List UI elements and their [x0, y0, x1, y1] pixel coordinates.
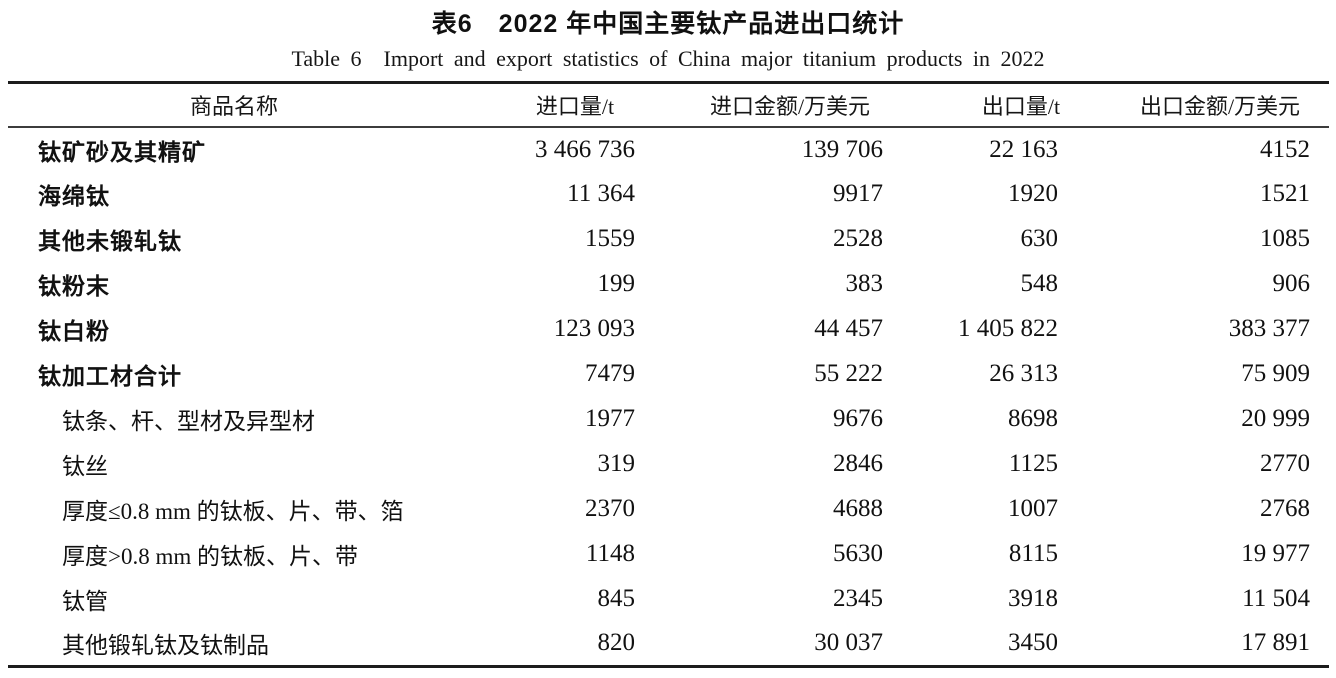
- product-name-cell: 钛粉末: [38, 273, 110, 299]
- product-name-cell: 其他锻轧钛及钛制品: [62, 633, 269, 659]
- table-row: 钛条、杆、型材及异型材 1977 9676 8698 20 999: [8, 397, 1329, 442]
- export-quantity-cell: 630: [1020, 225, 1059, 252]
- table-row: 其他未锻轧钛 1559 2528 630 1085: [8, 217, 1329, 262]
- import-quantity-cell: 1559: [585, 225, 635, 252]
- export-value-cell: 2770: [1260, 450, 1310, 477]
- table-row: 海绵钛 11 364 9917 1920 1521: [8, 172, 1329, 217]
- import-value-cell: 44 457: [814, 315, 883, 342]
- import-value-cell: 2528: [833, 225, 883, 252]
- import-quantity-cell: 3 466 736: [535, 135, 635, 163]
- export-quantity-cell: 1007: [1008, 495, 1058, 522]
- import-quantity-cell: 1977: [585, 405, 635, 432]
- import-value-cell: 139 706: [801, 135, 883, 163]
- export-value-cell: 75 909: [1241, 360, 1310, 387]
- import-value-cell: 9917: [833, 180, 883, 207]
- import-quantity-cell: 7479: [585, 360, 635, 387]
- column-header-import-value: 进口金额/万美元: [645, 82, 895, 128]
- export-value-cell: 17 891: [1241, 629, 1310, 657]
- product-name-cell: 钛丝: [62, 454, 108, 479]
- column-header-export-value: 出口金额/万美元: [1070, 82, 1329, 128]
- import-value-cell: 2345: [833, 585, 883, 612]
- import-quantity-cell: 123 093: [553, 315, 635, 342]
- export-quantity-cell: 8698: [1008, 405, 1058, 432]
- product-name-cell: 钛白粉: [38, 318, 110, 344]
- table-title-cn: 表6 2022 年中国主要钛产品进出口统计: [431, 10, 905, 38]
- export-value-cell: 20 999: [1241, 405, 1310, 432]
- export-quantity-cell: 1125: [1008, 450, 1058, 477]
- column-header-export-quantity: 出口量/t: [895, 82, 1070, 128]
- table-title-en: Table 6 Import and export statistics of …: [291, 46, 1045, 71]
- product-name-cell: 钛管: [62, 589, 108, 614]
- import-quantity-cell: 199: [597, 270, 636, 297]
- table-row: 钛矿砂及其精矿 3 466 736 139 706 22 163 4152: [8, 127, 1329, 172]
- export-quantity-cell: 26 313: [989, 360, 1058, 387]
- column-header-product-name: 商品名称: [8, 82, 460, 128]
- product-name-cell: 钛加工材合计: [38, 363, 182, 389]
- table-row: 钛白粉 123 093 44 457 1 405 822 383 377: [8, 307, 1329, 352]
- table-row: 厚度≤0.8 mm 的钛板、片、带、箔 2370 4688 1007 2768: [8, 487, 1329, 532]
- import-value-cell: 5630: [833, 540, 883, 567]
- import-value-cell: 383: [845, 270, 884, 297]
- table-body: 钛矿砂及其精矿 3 466 736 139 706 22 163 4152 海绵钛 11 3…: [8, 127, 1329, 667]
- import-value-cell: 2846: [833, 450, 883, 477]
- import-value-cell: 30 037: [814, 629, 883, 657]
- export-quantity-cell: 8115: [1008, 540, 1058, 567]
- import-quantity-cell: 845: [597, 585, 636, 612]
- product-name-cell: 其他未锻轧钛: [38, 228, 182, 254]
- import-quantity-cell: 2370: [585, 495, 635, 522]
- table-row: 钛管 845 2345 3918 11 504: [8, 577, 1329, 622]
- export-value-cell: 1085: [1260, 225, 1310, 252]
- export-quantity-cell: 3450: [1008, 629, 1058, 657]
- table-header: 商品名称 进口量/t 进口金额/万美元 出口量/t 出口金额/万美元: [8, 82, 1329, 128]
- export-value-cell: 11 504: [1242, 585, 1310, 612]
- table-row: 其他锻轧钛及钛制品 820 30 037 3450 17 891: [8, 622, 1329, 667]
- product-name-cell: 海绵钛: [38, 183, 110, 209]
- export-value-cell: 1521: [1260, 180, 1310, 207]
- export-quantity-cell: 548: [1020, 270, 1059, 297]
- export-value-cell: 4152: [1260, 135, 1310, 163]
- export-value-cell: 2768: [1260, 495, 1310, 522]
- table-row: 钛粉末 199 383 548 906: [8, 262, 1329, 307]
- table-row: 钛丝 319 2846 1125 2770: [8, 442, 1329, 487]
- import-quantity-cell: 820: [597, 629, 636, 657]
- export-quantity-cell: 1920: [1008, 180, 1058, 207]
- column-header-import-quantity: 进口量/t: [460, 82, 645, 128]
- product-name-cell: 钛条、杆、型材及异型材: [62, 409, 315, 434]
- import-quantity-cell: 319: [597, 450, 636, 477]
- product-name-cell: 厚度≤0.8 mm 的钛板、片、带、箔: [62, 499, 404, 524]
- import-value-cell: 55 222: [814, 360, 883, 387]
- import-value-cell: 9676: [833, 405, 883, 432]
- table-row: 厚度>0.8 mm 的钛板、片、带 1148 5630 8115 19 977: [8, 532, 1329, 577]
- import-quantity-cell: 1148: [585, 540, 635, 567]
- table-row: 钛加工材合计 7479 55 222 26 313 75 909: [8, 352, 1329, 397]
- export-value-cell: 19 977: [1241, 540, 1310, 567]
- import-export-table: 商品名称 进口量/t 进口金额/万美元 出口量/t 出口金额/万美元 钛矿砂及其…: [8, 81, 1329, 668]
- product-name-cell: 厚度>0.8 mm 的钛板、片、带: [62, 544, 359, 569]
- export-value-cell: 906: [1272, 270, 1311, 297]
- export-value-cell: 383 377: [1228, 315, 1310, 342]
- import-quantity-cell: 11 364: [567, 180, 635, 207]
- export-quantity-cell: 3918: [1008, 585, 1058, 612]
- import-value-cell: 4688: [833, 495, 883, 522]
- product-name-cell: 钛矿砂及其精矿: [38, 138, 206, 165]
- export-quantity-cell: 1 405 822: [958, 315, 1058, 342]
- export-quantity-cell: 22 163: [989, 135, 1058, 163]
- table-header-row: 商品名称 进口量/t 进口金额/万美元 出口量/t 出口金额/万美元: [8, 82, 1329, 128]
